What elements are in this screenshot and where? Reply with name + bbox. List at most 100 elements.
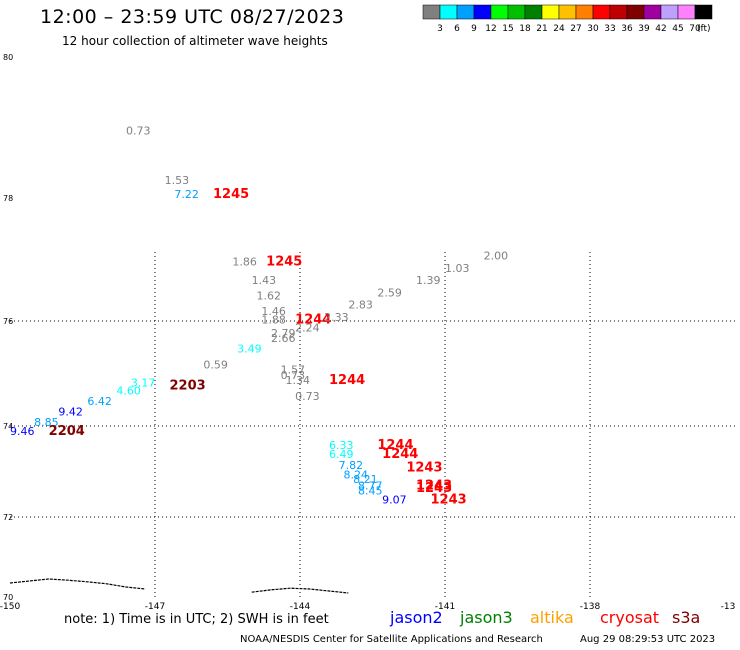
color-legend-label: 33	[604, 24, 615, 34]
wave-height-label: 1.62	[257, 289, 282, 302]
color-swatch	[677, 4, 696, 20]
color-legend-label: 70	[689, 24, 701, 34]
wave-height-label: 8.85	[34, 416, 59, 429]
color-swatch	[660, 4, 679, 20]
observation-time-label: 1244	[295, 313, 331, 328]
latitude-label: 72	[3, 513, 13, 522]
satellite-legend-s3a: s3a	[672, 608, 701, 627]
observation-time-label: 1244	[382, 447, 418, 462]
wave-height-label: 2.24	[295, 322, 320, 335]
color-swatch	[626, 4, 645, 20]
observation-time-label: 2203	[170, 378, 206, 393]
wave-height-label: 0.59	[203, 358, 228, 371]
observation-time-label: 1243	[431, 492, 467, 507]
latitude-label: 78	[3, 194, 13, 203]
color-swatch	[422, 4, 441, 20]
color-legend-label: 15	[502, 24, 513, 34]
color-legend-label: 6	[454, 24, 460, 34]
wave-height-label: 9.42	[58, 406, 82, 419]
observation-time-label: 2204	[49, 424, 85, 439]
wave-height-label: 1.88	[261, 314, 286, 327]
coastline-path	[251, 587, 349, 594]
observation-time-label: 1245	[266, 255, 302, 270]
wave-height-label: 6.49	[329, 448, 354, 461]
color-swatch	[643, 4, 662, 20]
color-legend-label: (ft)	[697, 24, 711, 34]
color-legend-label: 9	[471, 24, 477, 34]
color-swatch	[490, 4, 509, 20]
satellite-legend-jason2: jason2	[390, 608, 443, 627]
color-swatch	[592, 4, 611, 20]
color-swatch	[541, 4, 560, 20]
wave-height-label: 7.22	[174, 188, 199, 201]
color-swatch	[456, 4, 475, 20]
observation-time-label: 1245	[213, 187, 249, 202]
longitude-label: -147	[145, 602, 165, 612]
wave-height-label: 1.86	[232, 256, 256, 269]
wave-height-label: 8.77	[358, 480, 383, 493]
color-legend-label: 36	[621, 24, 633, 34]
wave-height-label: 1.57	[281, 364, 306, 377]
color-legend-label: 42	[655, 24, 666, 34]
observation-time-label: 1243	[416, 479, 452, 494]
color-legend-label: 45	[672, 24, 683, 34]
wave-height-label: 1.46	[261, 305, 286, 318]
wave-height-label: 1.39	[416, 274, 441, 287]
wave-height-label: 2.59	[377, 286, 402, 299]
satellite-legend-cryosat: cryosat	[600, 608, 660, 627]
page-title: 12:00 – 23:59 UTC 08/27/2023	[40, 6, 345, 28]
color-legend-label: 21	[536, 24, 547, 34]
observation-time-label: 1243	[416, 481, 452, 496]
color-swatch	[473, 4, 492, 20]
latitude-label: 74	[3, 422, 13, 431]
wave-height-label: 3.49	[237, 343, 262, 356]
color-legend-label: 12	[485, 24, 496, 34]
longitude-label: -144	[290, 602, 311, 612]
color-legend-label: 3	[437, 24, 443, 34]
coastline	[9, 578, 349, 594]
footnote: note: 1) Time is in UTC; 2) SWH is in fe…	[64, 612, 329, 627]
latitude-label: 70	[3, 593, 13, 602]
wave-height-label: 1.43	[252, 274, 277, 287]
wave-height-label: 8.21	[353, 473, 378, 486]
color-swatch	[439, 4, 458, 20]
coastline-path	[9, 578, 146, 590]
satellite-legend-altika: altika	[530, 608, 574, 627]
footer-org: NOAA/NESDIS Center for Satellite Applica…	[240, 634, 543, 645]
wave-height-label: 7.82	[339, 459, 364, 472]
footer-timestamp: Aug 29 08:29:53 UTC 2023	[580, 634, 716, 645]
wave-height-label: 1.03	[445, 262, 470, 275]
color-legend-label: 24	[553, 24, 565, 34]
wave-height-label: 0.73	[295, 390, 320, 403]
longitude-label: -150	[0, 602, 20, 612]
wave-height-label: 9.07	[382, 493, 407, 506]
map-axes: 80 78 76 74 72 70-150 -147 -144 -141 -138 -13	[0, 53, 735, 612]
longitude-label: -141	[435, 602, 455, 612]
color-legend-label: 27	[570, 24, 581, 34]
map-grid	[10, 252, 735, 600]
observations: 0.73 1.537.22 1245 1.86 1245 1.43 1.62 1.461.88…	[10, 125, 508, 508]
color-swatch	[524, 4, 543, 20]
wave-height-label: 9.46	[10, 425, 35, 438]
color-swatch	[694, 4, 713, 20]
color-swatch	[507, 4, 526, 20]
color-legend-label: 39	[638, 24, 650, 34]
page-subtitle: 12 hour collection of altimeter wave hei…	[62, 34, 328, 48]
wave-height-label: 2.00	[484, 250, 509, 263]
longitude-label: -138	[580, 602, 601, 612]
color-legend: 3 6 9 12 15 18 21 24 27 30 33 36 39 42 45 70(ft)	[422, 4, 713, 34]
color-swatch	[609, 4, 628, 20]
longitude-label: -13	[721, 602, 736, 612]
wave-height-label: 0.73	[126, 125, 151, 138]
wave-height-label: 1.34	[286, 374, 311, 387]
wave-height-label: 6.42	[87, 395, 112, 408]
wave-height-label: 4.60	[116, 385, 141, 398]
color-legend-label: 18	[519, 24, 531, 34]
wave-height-label: 2.66	[271, 332, 296, 345]
wave-height-label: 2.33	[324, 311, 349, 324]
latitude-label: 76	[3, 317, 13, 326]
latitude-label: 80	[3, 53, 13, 62]
color-swatch	[558, 4, 577, 20]
observation-time-label: 1244	[329, 373, 365, 388]
